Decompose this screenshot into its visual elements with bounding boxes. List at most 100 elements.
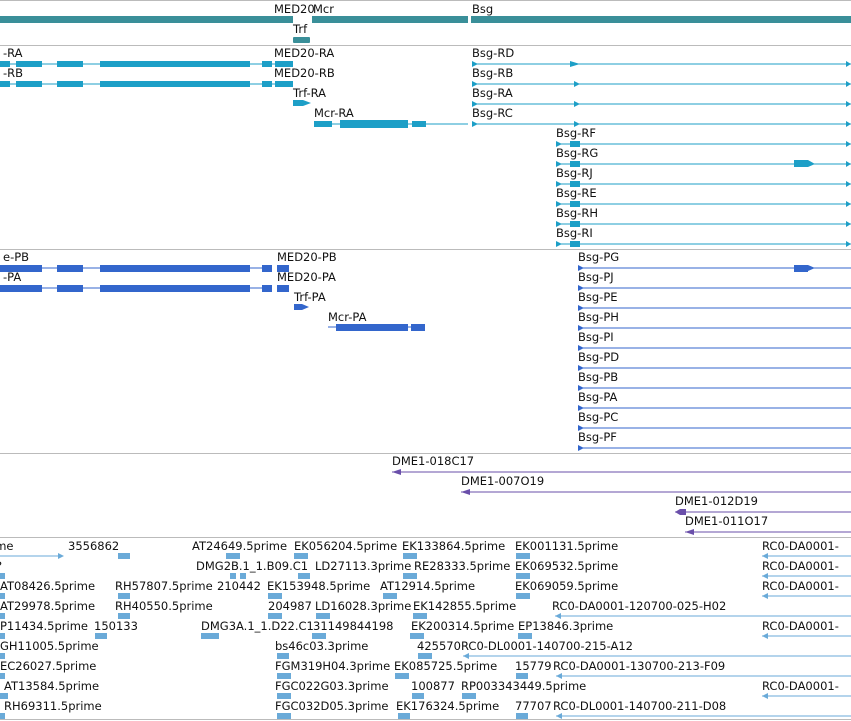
est-feature[interactable] [298, 573, 310, 579]
gene-feature-med20[interactable] [0, 16, 293, 23]
est-feature[interactable] [555, 613, 851, 619]
est-feature[interactable] [0, 653, 5, 659]
protein-feature[interactable] [578, 305, 851, 311]
est-label: AT12914.5prime [380, 579, 475, 593]
transcript-feature[interactable] [556, 181, 851, 187]
cdna-feature[interactable] [685, 529, 851, 535]
protein-feature[interactable] [0, 265, 272, 272]
est-feature[interactable] [516, 593, 530, 599]
est-label: EK056204.5prime [294, 539, 397, 553]
est-feature[interactable] [0, 633, 5, 639]
protein-feature[interactable] [578, 405, 851, 411]
protein-feature[interactable] [578, 365, 851, 371]
est-feature[interactable] [762, 693, 851, 699]
est-feature[interactable] [762, 593, 851, 599]
est-feature[interactable] [277, 673, 291, 679]
est-feature[interactable] [201, 633, 219, 639]
est-feature[interactable] [516, 713, 528, 719]
protein-label: Bsg-PA [578, 390, 618, 404]
est-feature[interactable] [118, 553, 130, 559]
transcript-label: Bsg-RA [472, 86, 513, 100]
est-feature[interactable] [277, 653, 289, 659]
transcript-feature[interactable] [556, 201, 851, 207]
transcript-feature[interactable] [472, 121, 851, 127]
est-feature[interactable] [462, 693, 476, 699]
transcript-feature[interactable] [472, 101, 851, 107]
transcript-feature[interactable] [0, 81, 293, 87]
est-feature[interactable] [226, 553, 240, 559]
transcript-feature[interactable] [293, 100, 311, 106]
protein-feature[interactable] [578, 385, 851, 391]
transcript-feature[interactable] [0, 61, 293, 67]
est-label: RC0-DL0001-140700-215-A12 [461, 639, 633, 653]
est-feature[interactable] [398, 713, 410, 719]
est-feature[interactable] [395, 673, 409, 679]
protein-feature[interactable] [578, 345, 851, 351]
est-feature[interactable] [518, 633, 532, 639]
est-feature[interactable] [0, 553, 64, 559]
est-feature[interactable] [0, 573, 5, 579]
transcript-feature[interactable] [314, 120, 468, 128]
protein-feature[interactable] [578, 425, 851, 431]
est-feature[interactable] [516, 573, 530, 579]
est-label: DMG3A.1_1.D22.C1 [201, 619, 314, 633]
cdna-feature[interactable] [675, 509, 851, 515]
est-feature[interactable] [268, 593, 282, 599]
transcript-feature[interactable] [472, 61, 851, 67]
transcript-feature[interactable] [472, 81, 851, 87]
est-feature[interactable] [403, 573, 417, 579]
protein-feature[interactable] [578, 445, 851, 451]
protein-label: Trf-PA [293, 290, 326, 304]
transcript-feature[interactable] [556, 241, 851, 247]
est-feature[interactable] [230, 573, 246, 579]
est-feature[interactable] [762, 633, 851, 639]
est-feature[interactable] [268, 613, 282, 619]
est-feature[interactable] [118, 613, 130, 619]
est-feature[interactable] [413, 613, 427, 619]
est-feature[interactable] [412, 693, 424, 699]
est-feature[interactable] [410, 633, 424, 639]
est-feature[interactable] [277, 693, 291, 699]
est-feature[interactable] [418, 653, 432, 659]
est-label: 150133 [94, 619, 138, 633]
protein-feature[interactable] [578, 285, 851, 291]
est-feature[interactable] [383, 593, 397, 599]
est-feature[interactable] [118, 593, 130, 599]
est-feature[interactable] [0, 693, 8, 699]
est-feature[interactable] [516, 553, 530, 559]
protein-feature[interactable] [277, 265, 289, 272]
protein-feature[interactable] [294, 304, 309, 310]
est-feature[interactable] [277, 713, 291, 719]
est-feature[interactable] [294, 553, 308, 559]
est-feature[interactable] [463, 653, 851, 659]
est-feature[interactable] [316, 613, 330, 619]
protein-feature[interactable] [0, 285, 272, 292]
protein-feature[interactable] [328, 324, 425, 331]
transcript-feature[interactable] [556, 141, 851, 147]
gene-feature-trf[interactable] [293, 37, 310, 43]
cdna-feature[interactable] [461, 489, 851, 495]
est-feature[interactable] [403, 553, 417, 559]
protein-feature[interactable] [277, 285, 289, 292]
est-feature[interactable] [556, 713, 851, 719]
cdna-label: DME1-007O19 [461, 474, 544, 488]
est-feature[interactable] [312, 633, 326, 639]
protein-feature[interactable] [578, 265, 851, 272]
gene-feature-mcr[interactable] [312, 16, 468, 23]
est-feature[interactable] [762, 553, 851, 559]
cdna-feature[interactable] [392, 469, 851, 475]
transcript-feature[interactable] [556, 221, 851, 227]
est-feature[interactable] [0, 713, 5, 719]
transcript-feature[interactable] [556, 160, 851, 167]
est-feature[interactable] [762, 573, 851, 579]
est-feature[interactable] [0, 593, 5, 599]
gene-feature-bsg[interactable] [471, 16, 851, 23]
est-feature[interactable] [0, 673, 5, 679]
transcript-label: MED20-RB [274, 66, 335, 80]
est-feature[interactable] [516, 673, 528, 679]
est-feature[interactable] [556, 673, 851, 679]
est-feature[interactable] [95, 633, 107, 639]
protein-feature[interactable] [578, 325, 851, 331]
est-feature[interactable] [0, 613, 5, 619]
